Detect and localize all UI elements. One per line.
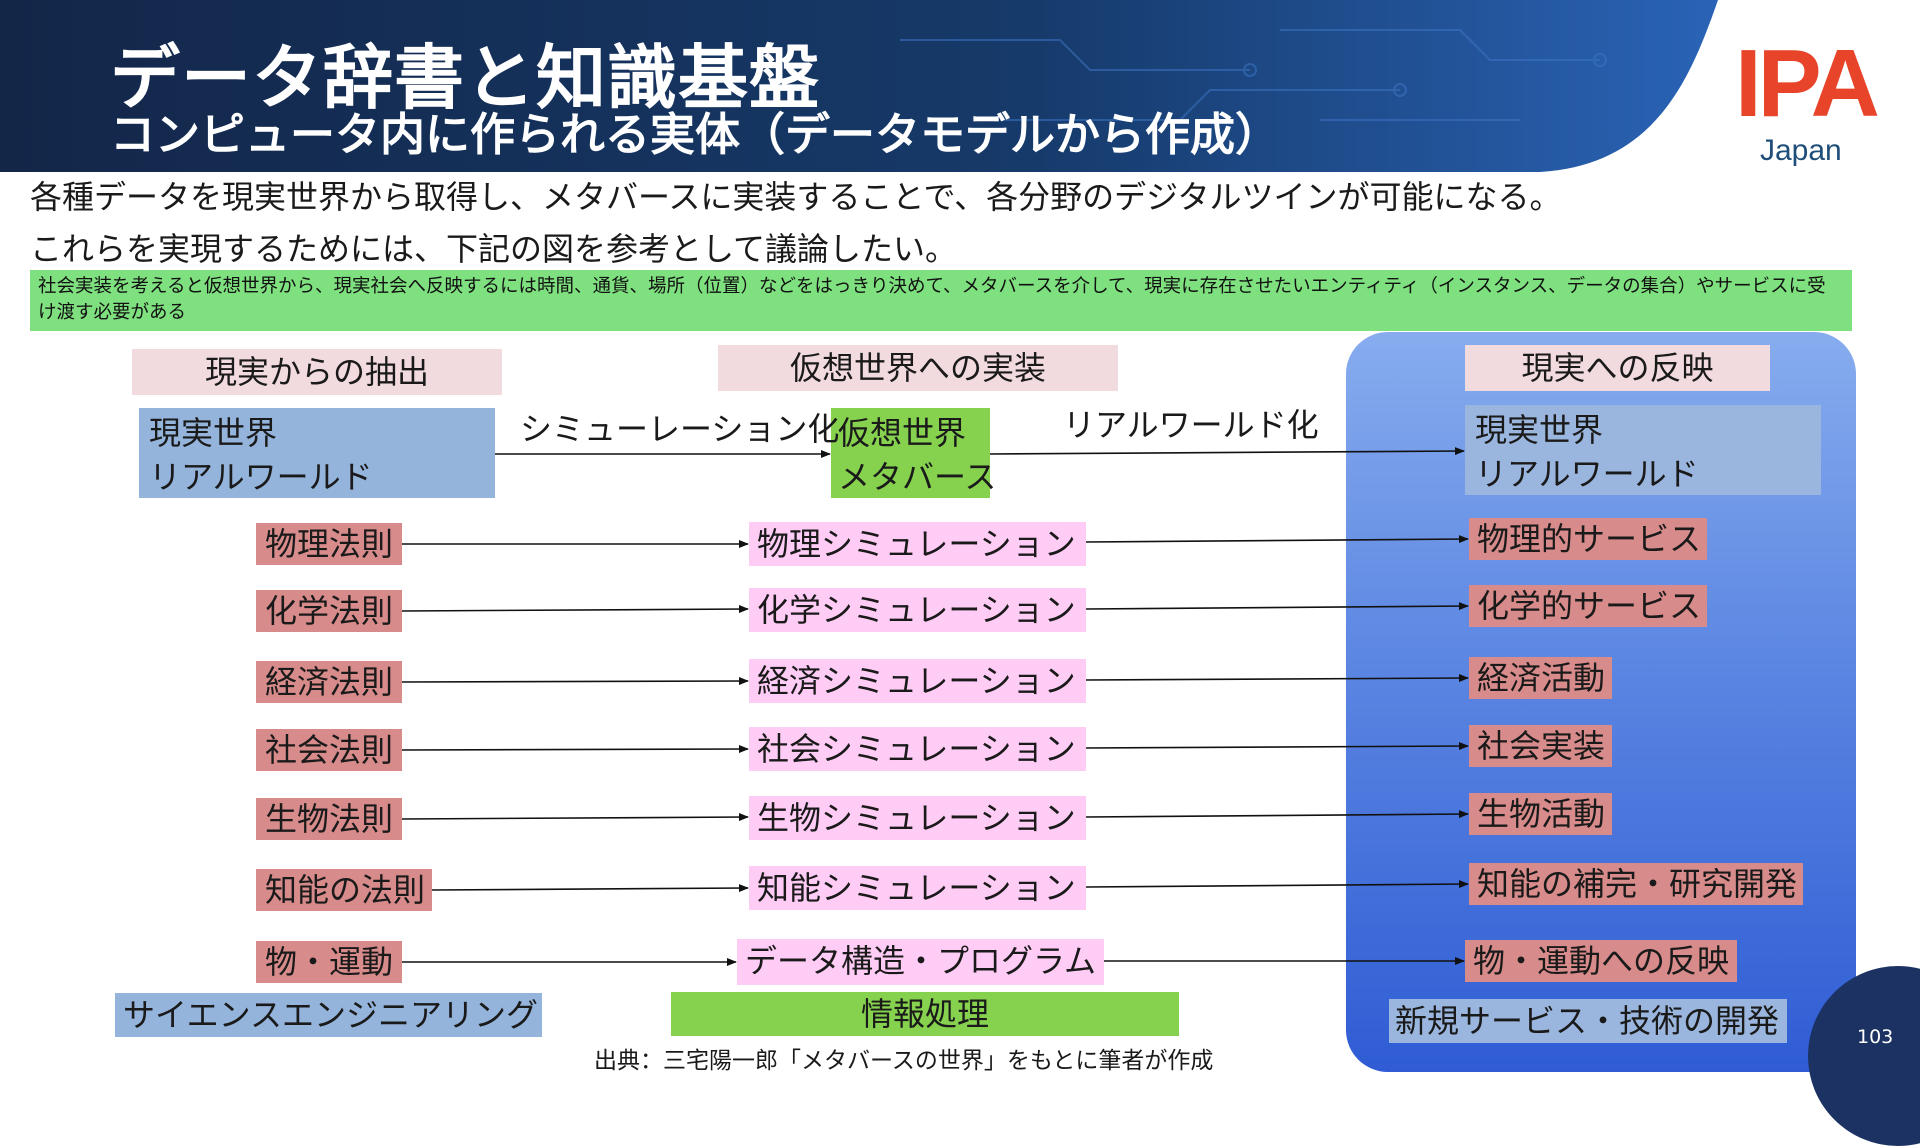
column-header-reflection: 現実への反映: [1465, 345, 1770, 391]
service-item: 生物活動: [1469, 793, 1612, 835]
arrow-law-sim-6: [431, 884, 749, 893]
edge-label-simulation: シミューレーション化: [520, 410, 840, 448]
ipa-logo: IPA: [1735, 30, 1880, 137]
arrow-sim-svc-5: [1085, 810, 1469, 819]
service-item: 知能の補完・研究開発: [1469, 863, 1803, 905]
simulation-item: 知能シミュレーション: [749, 866, 1086, 910]
intro-line-2: これらを実現するためには、下記の図を参考として議論したい。: [30, 230, 958, 268]
real-world-target-line2: リアルワールド: [1475, 455, 1699, 493]
simulation-item: 経済シミュレーション: [749, 659, 1086, 703]
arrow-layer: [401, 447, 1469, 966]
law-item: 社会法則: [256, 729, 402, 771]
simulation-item: 社会シミュレーション: [749, 727, 1086, 771]
footer-information-processing: 情報処理: [671, 992, 1179, 1036]
real-world-target-line1: 現実世界: [1475, 411, 1604, 449]
arrow-sim-svc-6: [1085, 880, 1469, 889]
slide-subtitle: コンピュータ内に作られる実体（データモデルから作成）: [110, 108, 1281, 161]
arrow-sim-svc-2: [1085, 602, 1469, 611]
source-citation: 出典：三宅陽一郎「メタバースの世界」をもとに筆者が作成: [594, 1048, 1214, 1074]
arrow-law-sim-4: [401, 745, 749, 754]
arrow-sim-svc-1: [1085, 535, 1469, 544]
service-item: 化学的サービス: [1469, 585, 1707, 627]
edge-label-realworld: リアルワールド化: [1063, 406, 1319, 444]
arrow-law-sim-2: [401, 605, 749, 614]
real-world-target-box: 現実世界 リアルワールド: [1465, 405, 1821, 495]
ipa-logo-subtext: Japan: [1760, 134, 1842, 167]
intro-line-1: 各種データを現実世界から取得し、メタバースに実装することで、各分野のデジタルツイ…: [30, 178, 1562, 216]
law-item: 物理法則: [256, 523, 402, 565]
header-band: [0, 0, 1718, 172]
metaverse-box: 仮想世界 メタバース: [831, 408, 997, 498]
simulation-item: 生物シミュレーション: [749, 796, 1086, 840]
simulation-item: 化学シミュレーション: [749, 588, 1086, 632]
law-item: 経済法則: [256, 661, 402, 703]
service-item: 物理的サービス: [1469, 518, 1707, 560]
arrow-virtual-to-target: [989, 447, 1465, 456]
arrow-sim-svc-4: [1085, 742, 1469, 751]
footer-science-engineering: サイエンスエンジニアリング: [115, 993, 542, 1037]
column-header-extraction: 現実からの抽出: [132, 349, 502, 395]
footer-new-services: 新規サービス・技術の開発: [1389, 999, 1787, 1043]
metaverse-line1: 仮想世界: [838, 414, 967, 452]
arrow-sim-svc-3: [1085, 674, 1469, 683]
column-header-implementation: 仮想世界への実装: [718, 345, 1118, 391]
metaverse-line2: メタバース: [838, 458, 997, 496]
arrow-law-sim-3: [401, 677, 749, 686]
law-item: 生物法則: [256, 798, 402, 840]
law-item: 化学法則: [256, 590, 402, 632]
simulation-item: データ構造・プログラム: [737, 939, 1104, 985]
service-item: 社会実装: [1469, 725, 1612, 767]
real-world-source-line2: リアルワールド: [149, 458, 373, 496]
service-item: 物・運動への反映: [1465, 940, 1737, 982]
real-world-source-line1: 現実世界: [149, 414, 278, 452]
page-number: 103: [1857, 1026, 1894, 1048]
slide-title: データ辞書と知識基盤: [110, 37, 820, 119]
law-item: 物・運動: [256, 941, 402, 983]
note-box: 社会実装を考えると仮想世界から、現実社会へ反映するには時間、通貨、場所（位置）な…: [30, 270, 1852, 331]
law-item: 知能の法則: [256, 869, 432, 911]
real-world-source-box: 現実世界 リアルワールド: [139, 408, 495, 498]
arrow-law-sim-5: [401, 813, 749, 822]
simulation-item: 物理シミュレーション: [749, 522, 1086, 566]
service-item: 経済活動: [1469, 657, 1612, 699]
